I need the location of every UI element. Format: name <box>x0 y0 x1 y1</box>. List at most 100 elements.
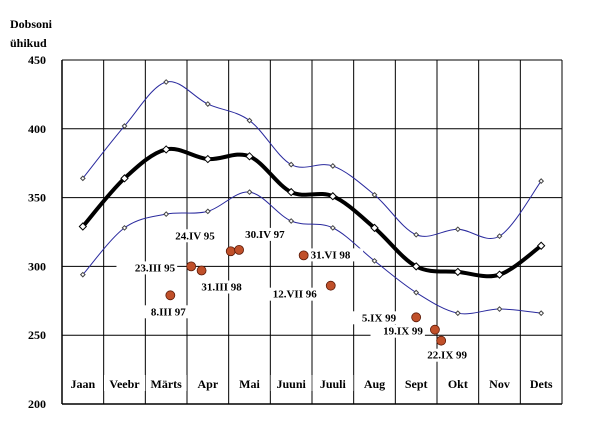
observation-label-bg <box>419 348 475 362</box>
series-point <box>246 117 253 124</box>
x-tick-label-bg <box>65 375 100 391</box>
series-point <box>286 187 296 197</box>
observation-label-bg <box>116 261 178 275</box>
observation-label-bg <box>162 229 217 243</box>
observation-label: 12.VII 96 <box>273 289 318 301</box>
series-point <box>163 211 170 218</box>
series-line <box>82 191 542 315</box>
series-point <box>120 174 129 183</box>
series-point <box>496 233 503 240</box>
series-point <box>329 224 336 231</box>
series-point <box>453 267 463 277</box>
series-point <box>79 175 86 182</box>
observation-label: 31.VI 98 <box>311 249 351 261</box>
x-tick-label: Märts <box>151 377 183 391</box>
series-point <box>245 152 254 161</box>
observation-label: 19.IX 99 <box>383 326 423 338</box>
observation-label-bg <box>308 248 364 262</box>
series-point <box>204 208 211 215</box>
x-tick-label: Mai <box>239 377 260 391</box>
series-point <box>288 218 295 224</box>
x-tick-label: Sept <box>405 377 428 391</box>
x-tick-label: Okt <box>448 377 468 391</box>
x-tick-label-bg <box>486 375 513 391</box>
series-point <box>370 223 379 233</box>
observation-label: 23.III 95 <box>135 262 176 274</box>
x-tick-label: Nov <box>489 377 510 391</box>
series-point <box>413 289 420 296</box>
observation-label: 30.IV 97 <box>245 229 285 241</box>
series-point <box>79 271 86 278</box>
series-line <box>82 81 542 239</box>
observation-points: 8.III 97 23.III 95 31.III 98 24.IV 95 30.IV … <box>116 227 475 362</box>
observation-point <box>196 265 207 276</box>
x-tick-label: Apr <box>197 377 218 391</box>
series-point <box>288 161 295 168</box>
series-point <box>495 270 504 279</box>
observation-label-bg <box>258 287 319 301</box>
series-point <box>496 306 503 312</box>
series-point <box>328 192 338 201</box>
series-point <box>454 226 461 233</box>
x-tick-label: Aug <box>364 377 385 391</box>
series-point <box>329 163 336 169</box>
series-point <box>538 310 545 317</box>
y-tick-labels: 200 250 300 350 400 450 <box>28 53 46 411</box>
observation-label-bg <box>370 324 425 338</box>
x-tick-label: Jaan <box>70 377 95 391</box>
observation-label-bg <box>141 305 196 319</box>
observation-point <box>186 261 197 272</box>
x-tick-label: Dets <box>530 377 553 391</box>
y-axis-label-line2: ühikud <box>10 36 47 50</box>
x-tick-label-bg <box>444 375 472 391</box>
observation-point <box>430 324 440 335</box>
x-tick-label-bg <box>270 375 312 391</box>
y-tick-label: 300 <box>28 259 46 273</box>
observation-point <box>225 246 236 257</box>
observation-point <box>325 280 336 291</box>
observation-point <box>436 335 447 346</box>
series-point <box>371 257 378 264</box>
series-point <box>163 79 170 85</box>
series-point <box>454 310 461 317</box>
y-tick-label: 400 <box>28 122 46 136</box>
y-tick-label: 200 <box>28 397 46 411</box>
observation-label-bg <box>191 280 252 294</box>
observation-point <box>298 250 309 261</box>
x-tick-label-bg <box>524 375 559 391</box>
series-point <box>121 224 128 231</box>
observation-label: 24.IV 95 <box>175 230 215 242</box>
x-tick-label: Juuni <box>276 377 306 391</box>
x-tick-label: Juuli <box>320 377 347 391</box>
x-tick-label-bg <box>145 375 187 391</box>
series-point <box>203 154 213 164</box>
series-point <box>411 262 421 271</box>
series-point <box>78 222 88 231</box>
x-tick-label-bg <box>399 375 434 391</box>
x-tick-label-bg <box>236 375 263 391</box>
series-point <box>413 231 420 238</box>
x-tick-label-bg <box>361 375 388 391</box>
x-tick-labels: Jaan Veebr Märts Apr Mai Juuni Juuli Aug Sept Okt… <box>65 375 559 391</box>
series-point <box>536 241 546 250</box>
observation-point <box>165 290 176 301</box>
series-point <box>246 189 253 196</box>
x-tick-label-bg <box>194 375 222 391</box>
y-axis-label-line1: Dobsoni <box>10 17 53 31</box>
observation-label-bg <box>350 311 399 325</box>
y-tick-label: 450 <box>28 53 46 67</box>
series-point <box>121 123 128 129</box>
observation-point <box>234 244 244 255</box>
x-tick-label-bg <box>312 375 354 391</box>
observation-point <box>411 312 422 323</box>
observation-label: 22.IX 99 <box>427 350 467 362</box>
y-tick-label: 250 <box>28 328 46 342</box>
observation-label: 5.IX 99 <box>362 312 397 324</box>
series-point <box>371 191 378 198</box>
series-point <box>161 145 171 154</box>
observation-label: 8.III 97 <box>151 306 186 318</box>
observation-label: 31.III 98 <box>201 282 242 294</box>
observation-label-bg <box>243 227 298 241</box>
series-point <box>538 178 545 184</box>
